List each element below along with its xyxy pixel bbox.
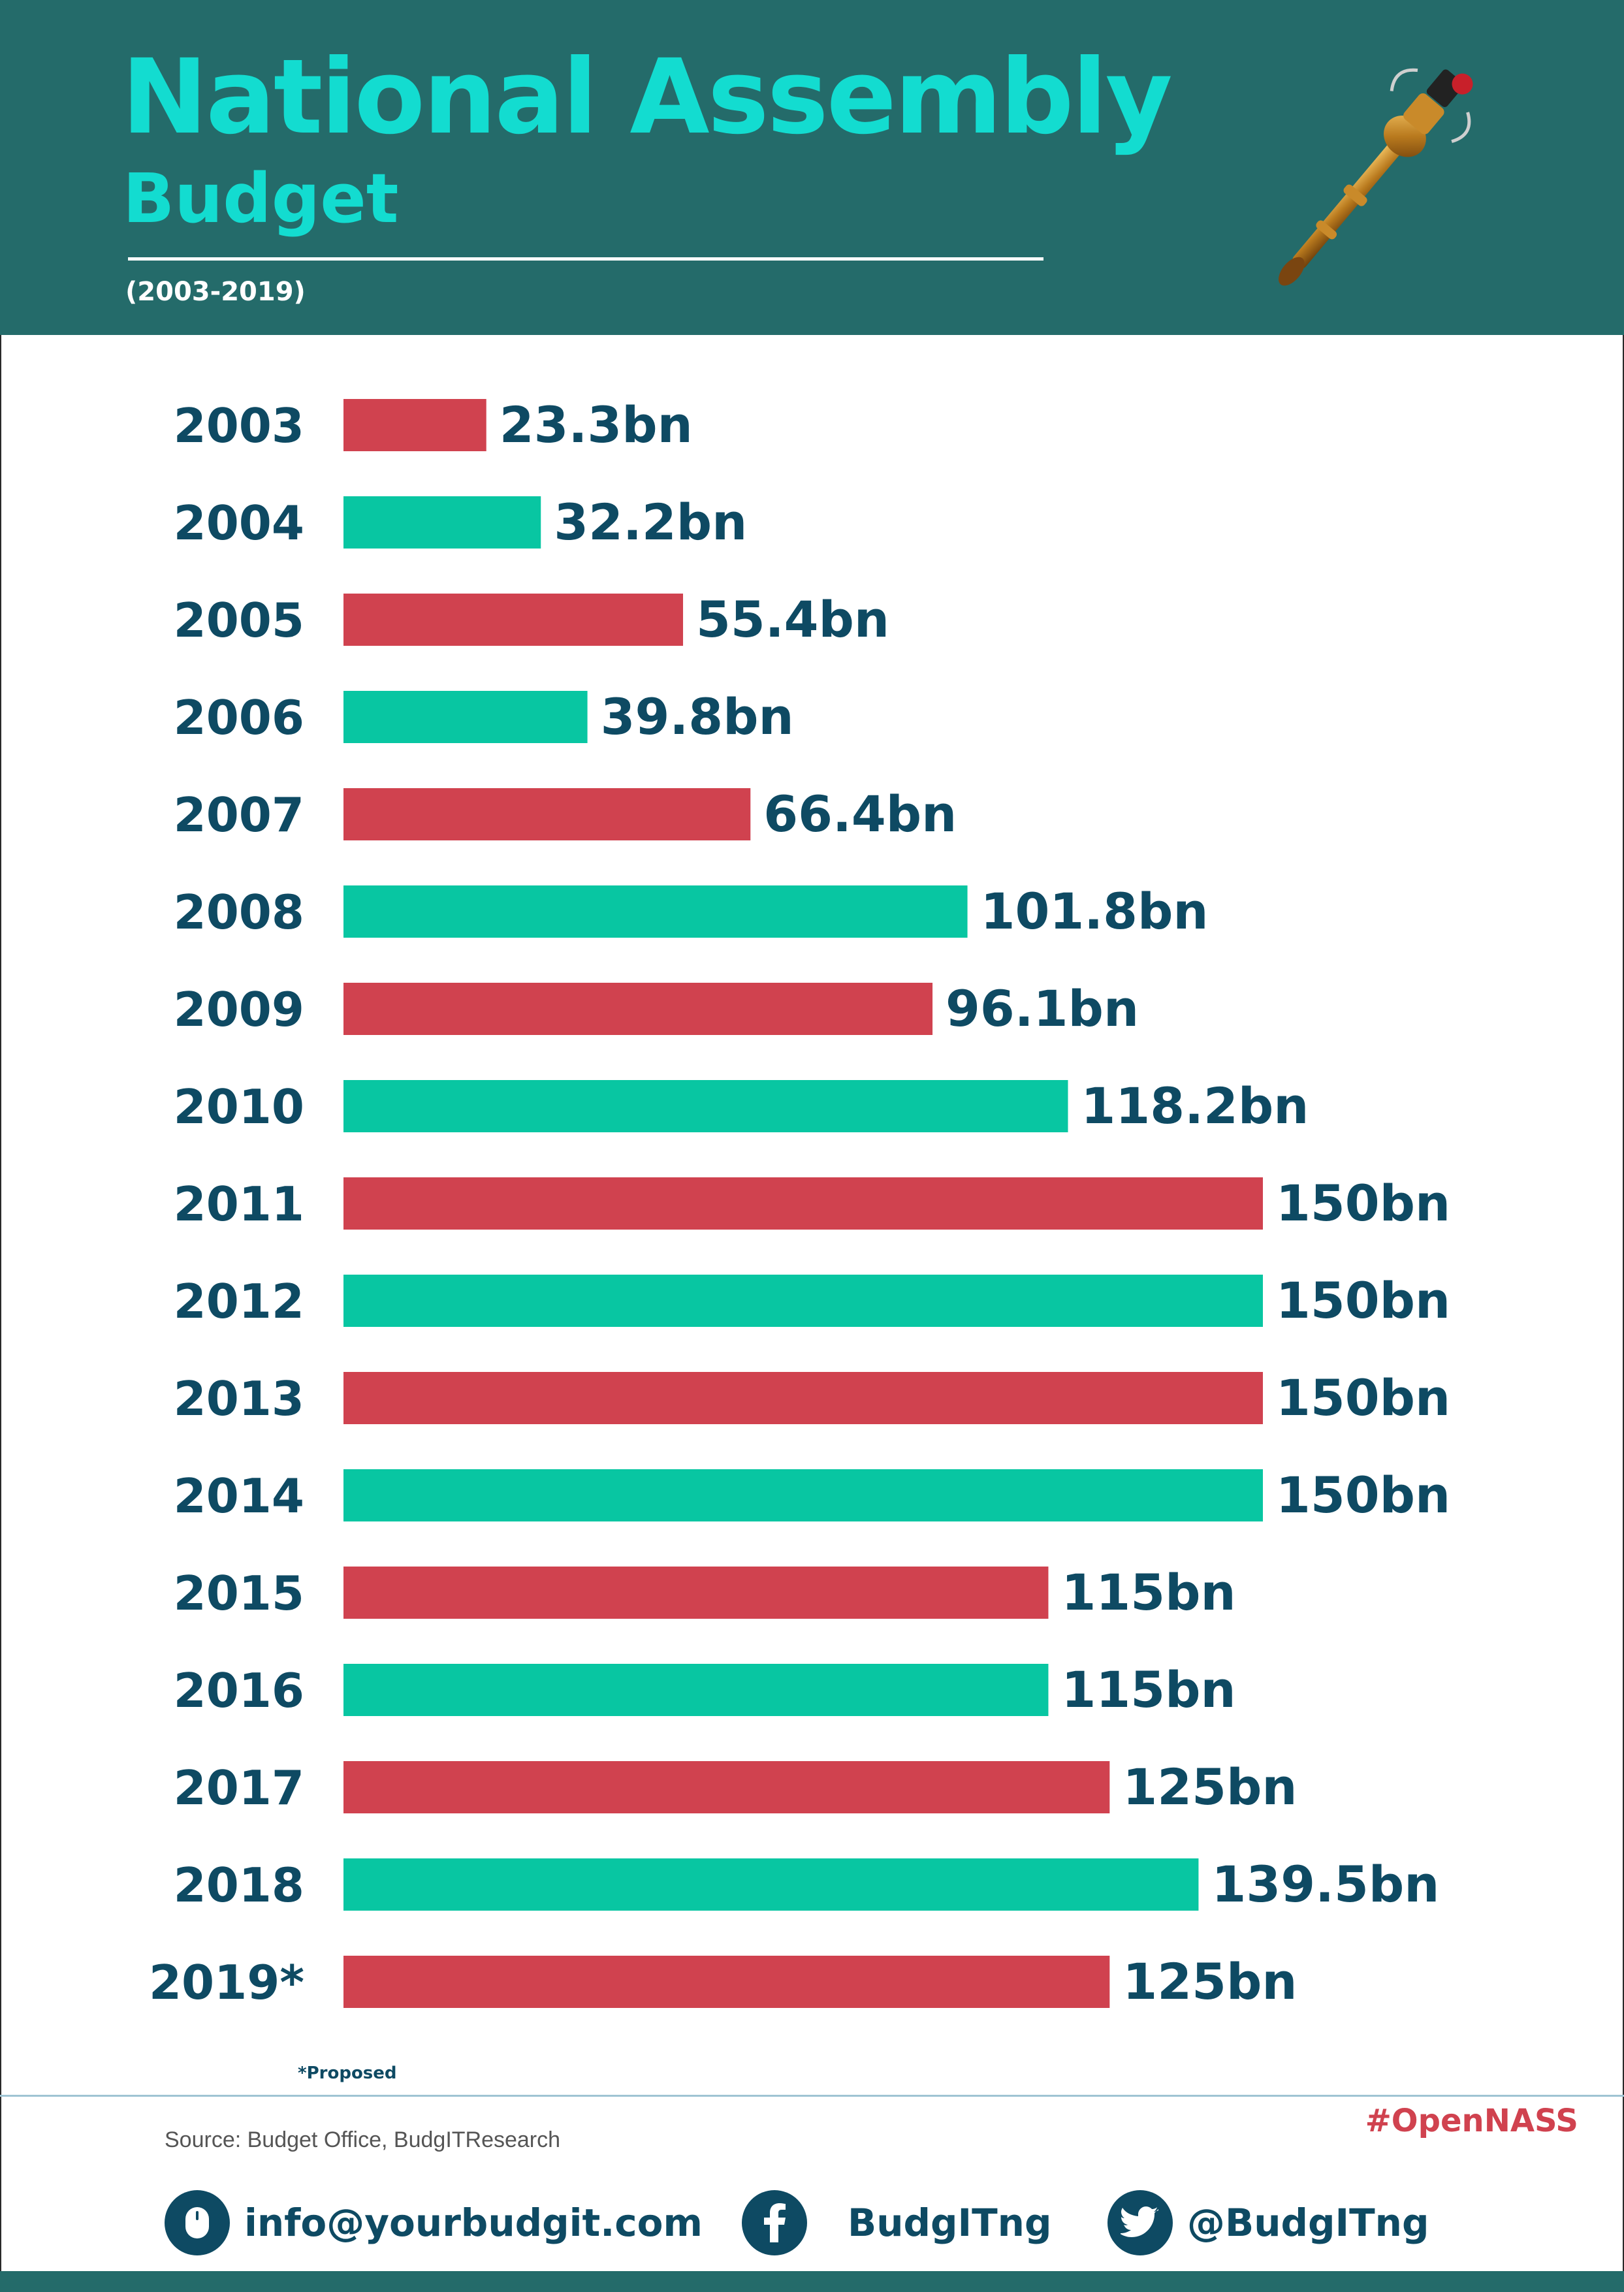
header: National Assembly Budget (2003-2019) (0, 0, 1624, 335)
data-label: 23.3bn (500, 396, 693, 454)
contact-facebook[interactable]: BudgITng (742, 2190, 1052, 2255)
category-label: 2013 (174, 1371, 304, 1426)
mace-icon (1279, 68, 1473, 286)
category-label: 2017 (174, 1760, 304, 1815)
hashtag: #OpenNASS (1365, 2103, 1578, 2139)
bar-chart: 2003 23.3bn 2004 32.2bn 2005 55.4bn 2006 39.8bn… (149, 396, 1450, 2011)
data-label: 150bn (1276, 1466, 1450, 1524)
category-label: 2006 (174, 690, 304, 745)
contact-email[interactable]: info@yourbudgit.com (165, 2190, 703, 2255)
data-label: 101.8bn (981, 882, 1209, 940)
data-label: 150bn (1276, 1174, 1450, 1232)
category-label: 2016 (174, 1663, 304, 1718)
footnote: *Proposed (298, 2063, 397, 2083)
data-label: 39.8bn (601, 688, 794, 746)
source-note: Source: Budget Office, BudgITResearch (165, 2127, 561, 2152)
data-label: 115bn (1061, 1661, 1235, 1719)
year-range: (2003-2019) (125, 277, 306, 307)
bar (343, 1275, 1263, 1327)
bar (343, 691, 588, 743)
category-label: 2003 (174, 398, 304, 453)
contact-twitter[interactable]: @BudgITng (1107, 2190, 1429, 2255)
bar (343, 1567, 1049, 1619)
category-label: 2004 (174, 496, 304, 550)
footer-divider (0, 2095, 1624, 2097)
bar (343, 1858, 1199, 1911)
bar (343, 885, 968, 938)
data-label: 66.4bn (763, 785, 957, 843)
data-label: 150bn (1276, 1369, 1450, 1427)
bar (343, 1372, 1263, 1424)
data-label: 125bn (1122, 1758, 1297, 1816)
data-label: 139.5bn (1211, 1855, 1439, 1913)
data-label: 55.4bn (696, 590, 889, 648)
page-subtitle: Budget (123, 159, 399, 238)
mouse-icon (165, 2190, 230, 2255)
contact-twitter-label: @BudgITng (1187, 2201, 1429, 2245)
category-label: 2007 (174, 788, 304, 842)
page-title: National Assembly (121, 37, 1173, 157)
data-label: 125bn (1122, 1952, 1297, 2011)
contact-facebook-label: BudgITng (848, 2201, 1052, 2245)
data-label: 32.2bn (554, 493, 747, 551)
category-label: 2015 (174, 1566, 304, 1621)
category-label: 2009 (174, 982, 304, 1037)
bar (343, 1177, 1263, 1230)
data-label: 115bn (1061, 1563, 1235, 1621)
bar (343, 788, 751, 840)
bar (343, 496, 541, 549)
data-label: 118.2bn (1081, 1077, 1309, 1135)
data-label: 150bn (1276, 1271, 1450, 1329)
category-label: 2018 (174, 1858, 304, 1913)
category-label: 2011 (174, 1177, 304, 1232)
bar (343, 1080, 1068, 1132)
bar (343, 1469, 1263, 1521)
category-label: 2010 (174, 1079, 304, 1134)
category-label: 2014 (174, 1469, 304, 1523)
title-underline (128, 257, 1043, 261)
category-label: 2005 (174, 593, 304, 648)
bar (343, 1664, 1049, 1716)
bar (343, 399, 486, 451)
bar (343, 983, 933, 1035)
bar (343, 594, 684, 646)
facebook-icon (742, 2190, 807, 2255)
category-label: 2012 (174, 1274, 304, 1329)
bottom-bar (0, 2271, 1624, 2292)
contact-email-label: info@yourbudgit.com (244, 2201, 703, 2245)
category-label: 2008 (174, 885, 304, 940)
data-label: 96.1bn (946, 979, 1139, 1038)
category-label: 2019* (149, 1955, 304, 2010)
twitter-icon (1107, 2190, 1173, 2255)
bar (343, 1761, 1110, 1813)
bar (343, 1956, 1110, 2008)
